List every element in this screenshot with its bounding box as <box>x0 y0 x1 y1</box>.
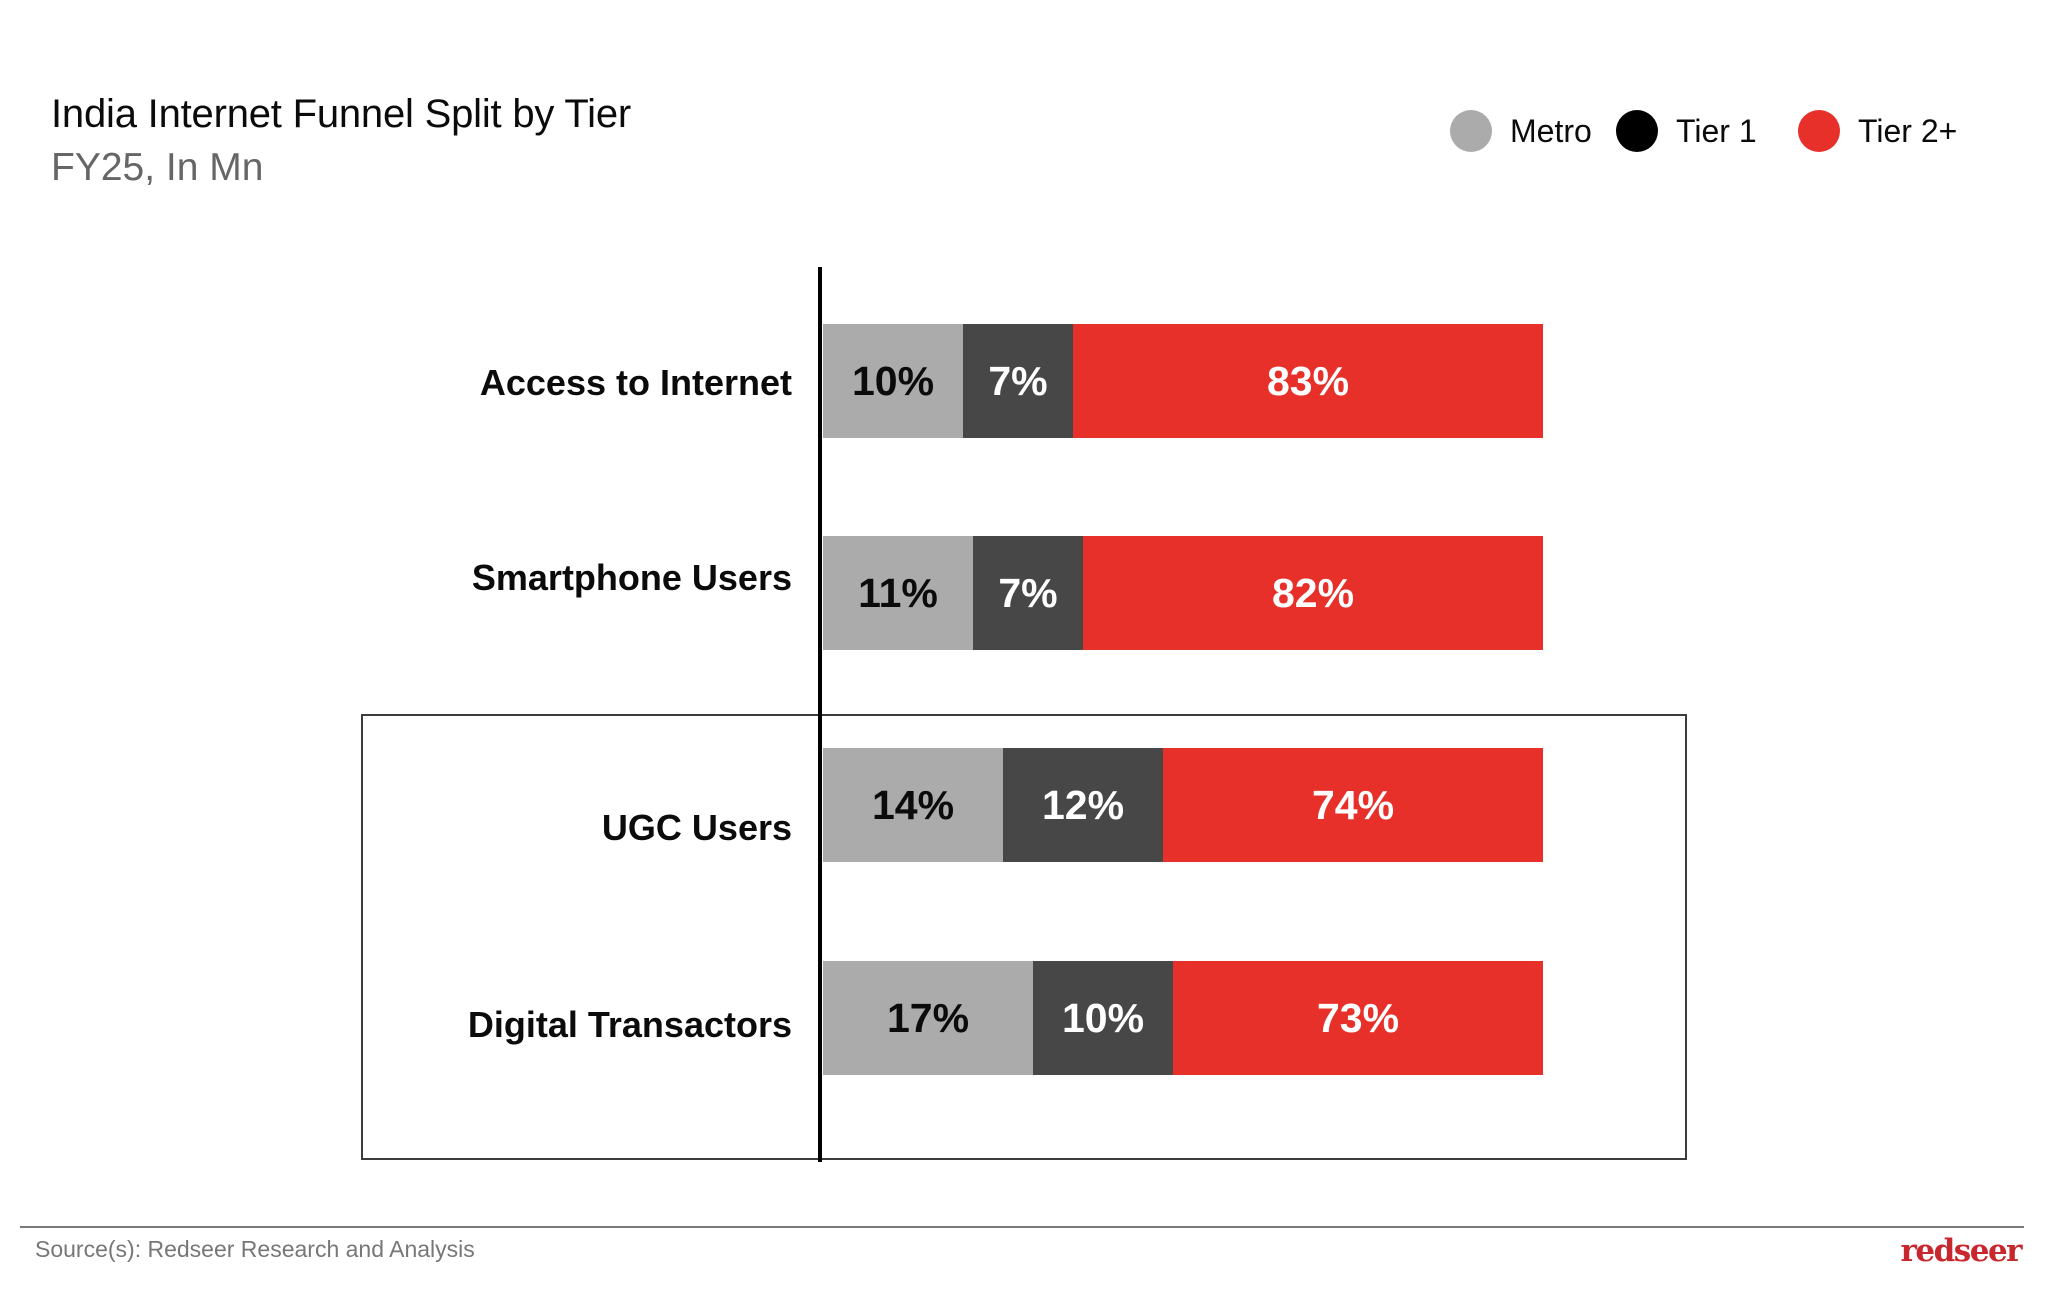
legend-label-tier2plus: Tier 2+ <box>1858 112 1958 149</box>
data-label-metro-digital-transactors: 17% <box>886 994 970 1041</box>
data-label-tier-1-ugc-users: 12% <box>1041 781 1125 828</box>
legend-item-tier2plus: Tier 2+ <box>1798 109 1957 153</box>
data-label-metro-ugc-users: 14% <box>871 781 955 828</box>
data-label-tier-1-smartphone-users: 7% <box>998 569 1058 616</box>
data-label-tier-2-smartphone-users: 82% <box>1271 569 1355 616</box>
category-label-access-to-internet: Access to Internet <box>479 362 792 403</box>
data-label-tier-2-ugc-users: 74% <box>1311 781 1395 828</box>
y-axis-line <box>818 267 822 1162</box>
data-label-tier-1-digital-transactors: 10% <box>1061 994 1145 1041</box>
category-label-digital-transactors: Digital Transactors <box>467 1004 792 1045</box>
bar-segment-tier-2-digital-transactors: 73% <box>1173 961 1543 1075</box>
chart-subtitle: FY25, In Mn <box>51 146 264 189</box>
bar-segment-tier-2-ugc-users: 74% <box>1163 748 1543 862</box>
bar-segment-metro-digital-transactors: 17% <box>823 961 1033 1075</box>
legend-item-tier1: Tier 1 <box>1616 109 1757 153</box>
data-label-tier-2-digital-transactors: 73% <box>1316 994 1400 1041</box>
bar-row-smartphone-users: 11% 7% 82% <box>823 536 1543 650</box>
data-label-metro-access-to-internet: 10% <box>851 357 935 404</box>
legend-dot-tier1-icon <box>1616 110 1658 152</box>
category-label-smartphone-users: Smartphone Users <box>471 557 792 598</box>
bar-row-access-to-internet: 10% 7% 83% <box>823 324 1543 438</box>
bar-segment-metro-smartphone-users: 11% <box>823 536 973 650</box>
footer-divider <box>20 1226 2024 1228</box>
data-label-tier-1-access-to-internet: 7% <box>988 357 1048 404</box>
legend-dot-metro-icon <box>1450 110 1492 152</box>
bar-row-ugc-users: 14% 12% 74% <box>823 748 1543 862</box>
legend-item-metro: Metro <box>1450 109 1592 153</box>
data-label-metro-smartphone-users: 11% <box>858 569 938 616</box>
highlight-box <box>361 714 1687 1160</box>
source-note: Source(s): Redseer Research and Analysis <box>35 1236 475 1262</box>
bar-segment-tier-1-access-to-internet: 7% <box>963 324 1073 438</box>
legend-label-tier1: Tier 1 <box>1676 112 1757 149</box>
bar-segment-tier-1-smartphone-users: 7% <box>973 536 1083 650</box>
bar-segment-tier-1-ugc-users: 12% <box>1003 748 1163 862</box>
redseer-logo: redseer <box>1900 1233 2023 1269</box>
bar-segment-tier-2-access-to-internet: 83% <box>1073 324 1543 438</box>
bar-segment-metro-access-to-internet: 10% <box>823 324 963 438</box>
chart-title: India Internet Funnel Split by Tier <box>51 92 631 136</box>
legend-label-metro: Metro <box>1510 112 1592 149</box>
bar-segment-tier-1-digital-transactors: 10% <box>1033 961 1173 1075</box>
bar-row-digital-transactors: 17% 10% 73% <box>823 961 1543 1075</box>
bar-segment-metro-ugc-users: 14% <box>823 748 1003 862</box>
category-label-ugc-users: UGC Users <box>601 807 792 848</box>
bar-segment-tier-2-smartphone-users: 82% <box>1083 536 1543 650</box>
legend-dot-tier2plus-icon <box>1798 110 1840 152</box>
data-label-tier-2-access-to-internet: 83% <box>1266 357 1350 404</box>
